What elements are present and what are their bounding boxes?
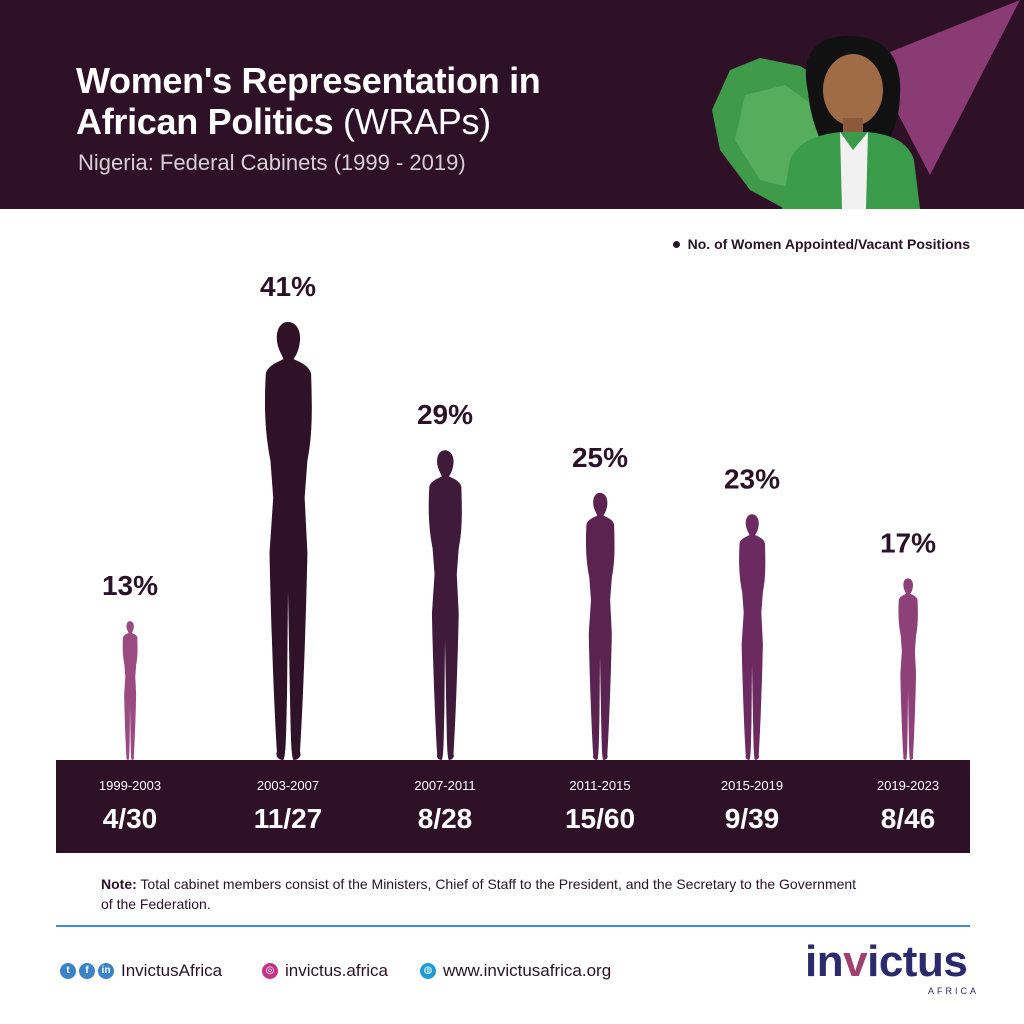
category-cell-2019-2023: 2019-2023 8/46 [833, 778, 983, 835]
instagram-icon[interactable]: ◎ [262, 963, 278, 979]
data-label-1999-2003: 13% [102, 570, 158, 601]
tick-label-2011-2015: 2011-2015 [569, 778, 631, 793]
title-line-1: Women's Representation in [76, 60, 541, 101]
tick-label-2007-2011: 2007-2011 [414, 778, 476, 793]
bar-1999-2003 [122, 621, 138, 760]
chart-plot-area: 13% 41% 29% 25% 23% 17% [102, 271, 936, 761]
category-cell-2003-2007: 2003-2007 11/27 [213, 778, 363, 835]
header-banner: Women's Representation in African Politi… [0, 0, 1024, 209]
data-label-2007-2011: 29% [417, 399, 473, 430]
bar-2003-2007 [264, 322, 312, 760]
title-suffix: (WRAPs) [342, 101, 491, 142]
bar-2011-2015 [585, 492, 615, 760]
category-cell-1999-2003: 1999-2003 4/30 [55, 778, 205, 835]
ratio-label-2011-2015: 15/60 [564, 803, 636, 834]
category-cell-2011-2015: 2011-2015 15/60 [525, 778, 675, 835]
title-line-2: African Politics [76, 101, 334, 142]
footer-website: ◍ www.invictusafrica.org [420, 958, 611, 984]
tick-label-2003-2007: 2003-2007 [256, 778, 320, 793]
footnote: Note: Total cabinet members consist of t… [101, 874, 861, 914]
instagram-handle[interactable]: invictus.africa [285, 961, 388, 980]
tick-label-2019-2023: 2019-2023 [876, 778, 940, 793]
facebook-icon[interactable]: f [79, 963, 95, 979]
bar-2007-2011 [428, 450, 462, 761]
ratio-label-1999-2003: 4/30 [102, 803, 158, 834]
ratio-label-2007-2011: 8/28 [417, 803, 473, 834]
linkedin-icon[interactable]: in [98, 963, 114, 979]
social-handle[interactable]: InvictusAfrica [121, 961, 223, 980]
legend-label: No. of Women Appointed/Vacant Positions [687, 236, 970, 252]
footer-instagram: ◎ invictus.africa [262, 958, 388, 984]
tick-label-1999-2003: 1999-2003 [98, 778, 162, 793]
accent-triangle [870, 0, 1020, 175]
twitter-icon[interactable]: t [60, 963, 76, 979]
data-label-2019-2023: 17% [880, 527, 936, 558]
bar-2019-2023 [898, 578, 918, 760]
logo-wordmark: invictus [805, 937, 968, 986]
page-title: Women's Representation in African Politi… [76, 60, 541, 142]
data-label-2011-2015: 25% [572, 442, 628, 473]
divider [56, 925, 970, 927]
chart-category-band: 1999-2003 4/30 2003-2007 11/27 2007-2011 8/28… [56, 760, 970, 853]
woman-face [823, 54, 883, 126]
globe-icon[interactable]: ◍ [420, 963, 436, 979]
page-subtitle: Nigeria: Federal Cabinets (1999 - 2019) [78, 150, 466, 175]
data-label-2015-2019: 23% [724, 463, 780, 494]
website-link[interactable]: www.invictusafrica.org [443, 961, 612, 980]
footnote-text: Total cabinet members consist of the Min… [101, 876, 857, 912]
ratio-label-2015-2019: 9/39 [724, 803, 780, 834]
ratio-label-2003-2007: 11/27 [253, 803, 323, 834]
legend-marker [672, 240, 680, 248]
footnote-label: Note: [101, 876, 137, 892]
category-cell-2015-2019: 2015-2019 9/39 [677, 778, 827, 835]
chart-legend: No. of Women Appointed/Vacant Positions [672, 236, 970, 252]
footer-social: t f in InvictusAfrica [60, 958, 222, 984]
logo-subtitle: AFRICA [927, 986, 979, 996]
invictus-logo: invictus AFRICA [805, 940, 985, 1000]
tick-label-2015-2019: 2015-2019 [720, 778, 784, 793]
data-label-2003-2007: 41% [260, 271, 316, 302]
ratio-label-2019-2023: 8/46 [880, 803, 936, 834]
bar-2015-2019 [739, 514, 766, 760]
category-cell-2007-2011: 2007-2011 8/28 [370, 778, 520, 835]
header-illustration [712, 0, 1020, 209]
